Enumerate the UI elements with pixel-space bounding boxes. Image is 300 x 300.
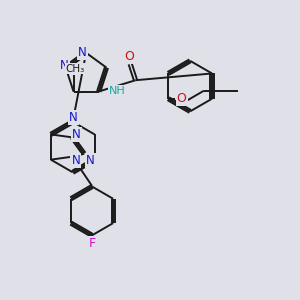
Text: F: F — [88, 237, 96, 250]
Text: N: N — [71, 154, 80, 167]
Text: CH₃: CH₃ — [65, 64, 85, 74]
Text: N: N — [78, 46, 87, 59]
Text: N: N — [86, 154, 95, 167]
Text: O: O — [177, 92, 187, 105]
Text: N: N — [69, 111, 78, 124]
Text: NH: NH — [109, 86, 125, 96]
Text: O: O — [124, 50, 134, 63]
Text: N: N — [72, 128, 81, 141]
Text: N: N — [60, 59, 69, 72]
